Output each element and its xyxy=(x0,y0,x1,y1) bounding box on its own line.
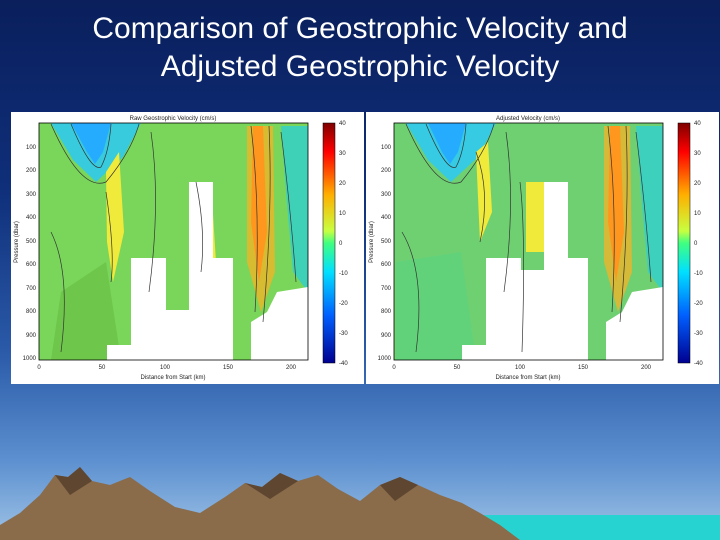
y-tick-label: 700 xyxy=(26,286,37,292)
colorbar xyxy=(677,122,691,364)
right-plot-svg: Adjusted Velocity (cm/s) 100 200 300 400… xyxy=(369,116,703,381)
y-tick-labels: 100 200 300 400 500 600 700 800 900 1000 xyxy=(23,145,37,362)
colorbar-tick-label: 10 xyxy=(339,211,346,217)
y-tick-label: 400 xyxy=(26,215,37,221)
y-tick-label: 300 xyxy=(381,192,392,198)
colorbar-tick-label: 30 xyxy=(694,151,701,157)
contour-orange xyxy=(247,126,275,312)
y-tick-label: 300 xyxy=(26,192,37,198)
title-line-2: Adjusted Geostrophic Velocity xyxy=(160,50,560,83)
x-tick-label: 200 xyxy=(641,365,652,371)
x-tick-label: 50 xyxy=(99,365,106,371)
x-axis-label: Distance from Start (km) xyxy=(140,375,205,381)
y-tick-label: 500 xyxy=(381,239,392,245)
plot-title: Raw Geostrophic Velocity (cm/s) xyxy=(130,116,217,122)
bathymetry-mask-right xyxy=(606,287,663,360)
x-tick-labels: 0 50 100 150 200 xyxy=(37,365,296,371)
y-tick-label: 100 xyxy=(26,145,37,151)
colorbar-tick-label: -40 xyxy=(339,361,348,367)
colorbar-tick-label: -30 xyxy=(694,331,703,337)
y-tick-label: 900 xyxy=(381,333,392,339)
colorbar-tick-label: -10 xyxy=(694,271,703,277)
colorbar-tick-label: -30 xyxy=(339,331,348,337)
plot-title: Adjusted Velocity (cm/s) xyxy=(496,116,560,122)
x-tick-label: 150 xyxy=(223,365,234,371)
y-tick-label: 900 xyxy=(26,333,37,339)
title-line-1: Comparison of Geostrophic Velocity and xyxy=(92,12,628,45)
colorbar-tick-labels: 40 30 20 10 0 -10 -20 -30 -40 xyxy=(339,121,348,367)
y-axis-label: Pressure (dbar) xyxy=(14,221,20,263)
contour-lines xyxy=(50,123,297,353)
y-tick-label: 800 xyxy=(381,309,392,315)
x-tick-label: 50 xyxy=(454,365,461,371)
x-tick-label: 100 xyxy=(515,365,526,371)
y-tick-label: 700 xyxy=(381,286,392,292)
x-tick-label: 0 xyxy=(37,365,41,371)
contour-yellow-1 xyxy=(106,152,124,282)
plot-frame xyxy=(393,122,664,361)
colorbar-tick-label: 0 xyxy=(339,241,343,247)
y-tick-label: 1000 xyxy=(23,356,37,362)
bathymetry-mask-right xyxy=(251,287,308,360)
contour-cyan xyxy=(406,123,496,182)
x-tick-label: 0 xyxy=(392,365,396,371)
colorbar-tick-label: 0 xyxy=(694,241,698,247)
x-tick-labels: 0 50 100 150 200 xyxy=(392,365,651,371)
colorbar-tick-label: 30 xyxy=(339,151,346,157)
contour-lower-green xyxy=(396,252,476,360)
plot-frame xyxy=(38,122,309,361)
bathymetry-mask xyxy=(462,182,588,360)
mountain-landscape xyxy=(0,467,720,540)
left-plot-svg: Raw Geostrophic Velocity (cm/s) 100 200 … xyxy=(14,116,348,381)
colorbar-tick-label: -20 xyxy=(339,301,348,307)
y-tick-label: 600 xyxy=(26,262,37,268)
x-axis-label: Distance from Start (km) xyxy=(495,375,560,381)
colorbar xyxy=(322,122,336,364)
contour-orange xyxy=(604,126,632,312)
colorbar-tick-label: 40 xyxy=(694,121,701,127)
y-tick-label: 400 xyxy=(381,215,392,221)
x-tick-label: 150 xyxy=(578,365,589,371)
contour-yellow-1 xyxy=(476,142,492,242)
colorbar-tick-labels: 40 30 20 10 0 -10 -20 -30 -40 xyxy=(694,121,703,367)
colorbar-tick-label: 10 xyxy=(694,211,701,217)
y-tick-label: 1000 xyxy=(378,356,392,362)
contour-yellow-2 xyxy=(526,182,544,252)
colorbar-tick-label: -20 xyxy=(694,301,703,307)
contour-cyan-right xyxy=(281,126,308,292)
left-contour-plot: Raw Geostrophic Velocity (cm/s) 100 200 … xyxy=(11,112,364,384)
colorbar-tick-label: -40 xyxy=(694,361,703,367)
contour-lines xyxy=(401,123,652,353)
colorbar-tick-label: 40 xyxy=(339,121,346,127)
y-tick-label: 200 xyxy=(26,168,37,174)
y-tick-labels: 100 200 300 400 500 600 700 800 900 1000 xyxy=(378,145,392,362)
slide-title: Comparison of Geostrophic Velocity and A… xyxy=(0,10,720,86)
colorbar-tick-label: 20 xyxy=(694,181,701,187)
x-tick-label: 100 xyxy=(160,365,171,371)
y-tick-label: 100 xyxy=(381,145,392,151)
y-tick-label: 500 xyxy=(26,239,37,245)
right-contour-plot: Adjusted Velocity (cm/s) 100 200 300 400… xyxy=(366,112,719,384)
y-axis-label: Pressure (dbar) xyxy=(369,221,375,263)
y-tick-label: 200 xyxy=(381,168,392,174)
x-tick-label: 200 xyxy=(286,365,297,371)
colorbar-tick-label: -10 xyxy=(339,271,348,277)
contour-lower-green xyxy=(51,262,121,360)
contour-cyan xyxy=(51,123,141,182)
y-tick-label: 800 xyxy=(26,309,37,315)
colorbar-tick-label: 20 xyxy=(339,181,346,187)
contour-cyan-right xyxy=(636,126,663,292)
bathymetry-mask xyxy=(107,182,233,360)
y-tick-label: 600 xyxy=(381,262,392,268)
